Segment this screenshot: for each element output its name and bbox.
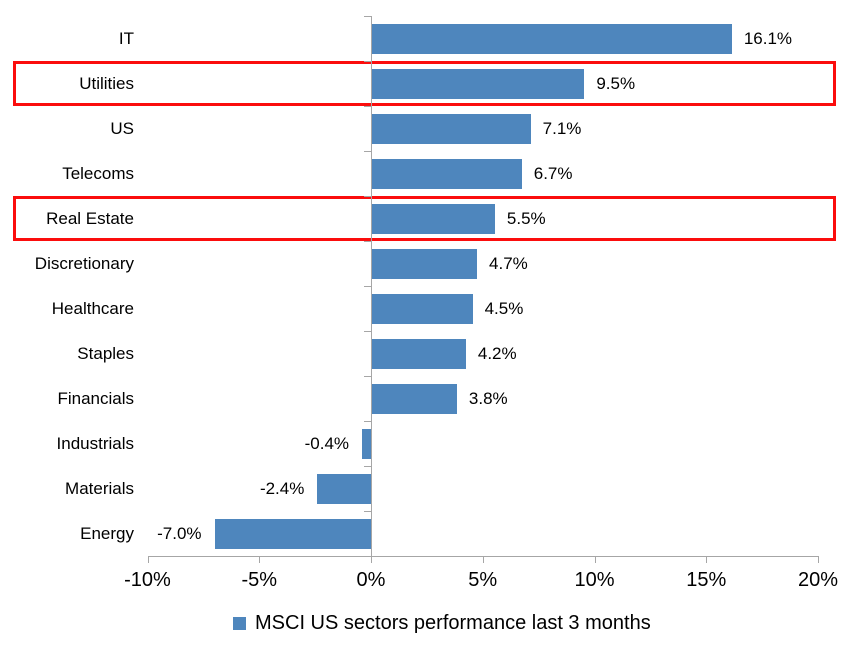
value-label: 9.5%: [596, 74, 636, 93]
category-label: Telecoms: [62, 164, 134, 183]
value-label: 16.1%: [743, 29, 793, 48]
x-axis-tick: [259, 556, 261, 563]
category-label: Healthcare: [51, 299, 134, 318]
bar: [372, 293, 473, 324]
category-axis-tick: [364, 106, 371, 107]
x-axis-tick: [482, 556, 484, 563]
x-axis-tick-label: 20%: [797, 569, 839, 591]
category-label: Staples: [77, 344, 134, 363]
highlight-box: [13, 60, 836, 106]
category-axis-tick: [364, 241, 371, 242]
value-label: 7.1%: [542, 119, 582, 138]
category-label: Materials: [65, 479, 134, 498]
legend: MSCI US sectors performance last 3 month…: [233, 610, 651, 636]
category-axis-line: [371, 16, 372, 556]
category-axis-tick: [364, 151, 371, 152]
bar: [372, 338, 466, 369]
category-label: US: [110, 119, 134, 138]
bar: [372, 248, 478, 279]
bar: [372, 158, 522, 189]
category-axis-tick: [364, 511, 371, 512]
legend-swatch-icon: [233, 616, 246, 630]
x-axis-tick-label: -5%: [241, 569, 278, 591]
x-axis-tick: [818, 556, 819, 563]
category-label: Discretionary: [34, 254, 134, 273]
value-label: 4.5%: [484, 299, 524, 318]
legend-label: MSCI US sectors performance last 3 month…: [255, 611, 651, 634]
category-axis-tick: [364, 331, 371, 332]
x-axis-tick-label: 0%: [356, 569, 386, 591]
highlight-box: [13, 195, 836, 241]
x-axis-tick: [706, 556, 708, 563]
value-label: 4.2%: [477, 344, 517, 363]
x-axis-tick: [371, 556, 372, 563]
value-label: 5.5%: [506, 209, 546, 228]
category-axis-tick: [364, 466, 371, 467]
category-axis-tick: [364, 286, 371, 287]
value-label: 4.7%: [489, 254, 528, 273]
category-label: Real Estate: [46, 209, 134, 228]
x-axis-tick-label: 10%: [574, 569, 615, 591]
bar: [372, 68, 585, 99]
x-axis-tick-label: -10%: [124, 569, 171, 591]
value-label: -2.4%: [259, 479, 305, 498]
value-label: -7.0%: [157, 524, 202, 543]
value-label: 3.8%: [468, 389, 508, 408]
bar: [372, 113, 531, 144]
category-axis-tick: [364, 421, 371, 422]
bar: [372, 383, 457, 414]
bar: [362, 428, 371, 459]
x-axis-tick: [594, 556, 596, 563]
x-axis-tick-label: 5%: [468, 569, 498, 591]
category-label: Energy: [80, 524, 134, 543]
category-axis-tick: [364, 61, 371, 62]
category-axis-tick: [364, 376, 371, 377]
value-label: 6.7%: [533, 164, 573, 183]
bar: [214, 518, 371, 549]
value-label: -0.4%: [304, 434, 350, 453]
x-axis-tick-label: 15%: [686, 569, 727, 591]
x-axis-tick: [147, 556, 149, 563]
category-axis-tick: [364, 196, 371, 197]
category-axis-tick: [364, 16, 371, 17]
category-label: Industrials: [56, 434, 134, 453]
bar: [317, 473, 371, 504]
category-label: IT: [118, 29, 134, 48]
bar: [372, 203, 495, 234]
category-label: Utilities: [79, 74, 134, 93]
category-label: Financials: [57, 389, 134, 408]
bar: [372, 23, 732, 54]
